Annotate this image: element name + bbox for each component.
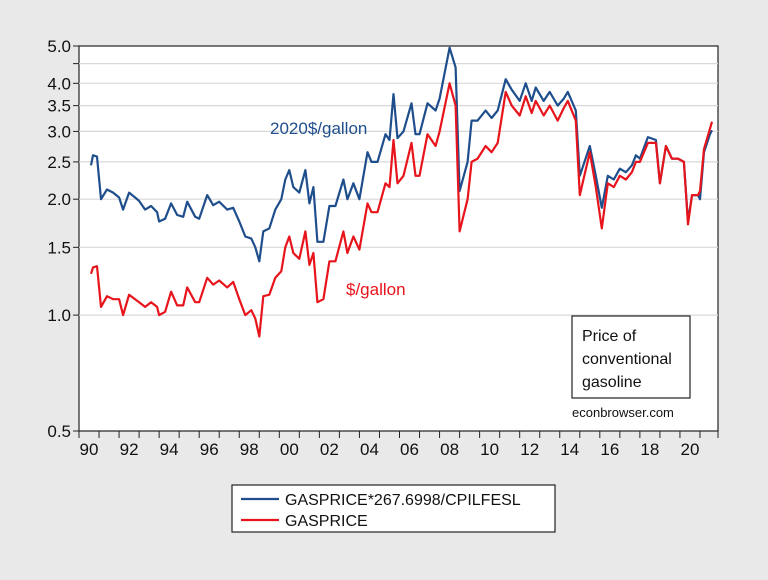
x-tick-label: 04 xyxy=(360,440,379,459)
gridlines xyxy=(79,63,718,316)
x-tick-label: 14 xyxy=(560,440,579,459)
x-tick-label: 92 xyxy=(120,440,139,459)
source-label: econbrowser.com xyxy=(572,405,674,420)
y-tick-label: 4.0 xyxy=(47,74,71,93)
y-tick-label: 2.0 xyxy=(47,190,71,209)
y-tick-label: 2.5 xyxy=(47,153,71,172)
annotation-line-3: gasoline xyxy=(582,374,642,391)
x-tick-label: 96 xyxy=(200,440,219,459)
x-tick-label: 20 xyxy=(680,440,699,459)
series-line-real xyxy=(89,46,713,263)
x-tick-label: 02 xyxy=(320,440,339,459)
y-tick-label: 1.0 xyxy=(47,306,71,325)
annotation-line-1: Price of xyxy=(582,328,637,345)
x-tick-label: 90 xyxy=(80,440,99,459)
y-tick-label: 1.5 xyxy=(47,238,71,257)
y-axis: 0.5 1.0 1.5 2.0 2.5 3.0 3.5 4.0 5.0 xyxy=(47,37,79,441)
x-tick-label: 00 xyxy=(280,440,299,459)
legend-label-nominal: GASPRICE xyxy=(285,513,368,530)
annotation-box xyxy=(571,315,691,399)
x-tick-label: 18 xyxy=(640,440,659,459)
x-axis: 90 92 94 96 98 00 02 04 06 08 10 12 14 16 18 20 xyxy=(78,431,719,459)
nominal-price-label: $/gallon xyxy=(346,280,406,299)
x-tick-label: 12 xyxy=(520,440,539,459)
x-tick-label: 94 xyxy=(160,440,179,459)
x-tick-label: 10 xyxy=(480,440,499,459)
y-tick-label: 5.0 xyxy=(47,37,71,56)
real-price-label: 2020$/gallon xyxy=(270,119,367,138)
annotation-line-2: conventional xyxy=(582,351,672,368)
x-tick-label: 08 xyxy=(440,440,459,459)
y-tick-label: 3.0 xyxy=(47,122,71,141)
y-tick-label: 3.5 xyxy=(47,97,71,116)
legend-label-real: GASPRICE*267.6998/CPILFESL xyxy=(285,492,521,509)
y-tick-label: 0.5 xyxy=(47,422,71,441)
series-line-nominal xyxy=(89,82,714,338)
legend: GASPRICE*267.6998/CPILFESL GASPRICE xyxy=(231,484,556,533)
x-tick-label: 16 xyxy=(600,440,619,459)
x-tick-label: 98 xyxy=(240,440,259,459)
x-tick-label: 06 xyxy=(400,440,419,459)
series-lines xyxy=(89,46,714,338)
